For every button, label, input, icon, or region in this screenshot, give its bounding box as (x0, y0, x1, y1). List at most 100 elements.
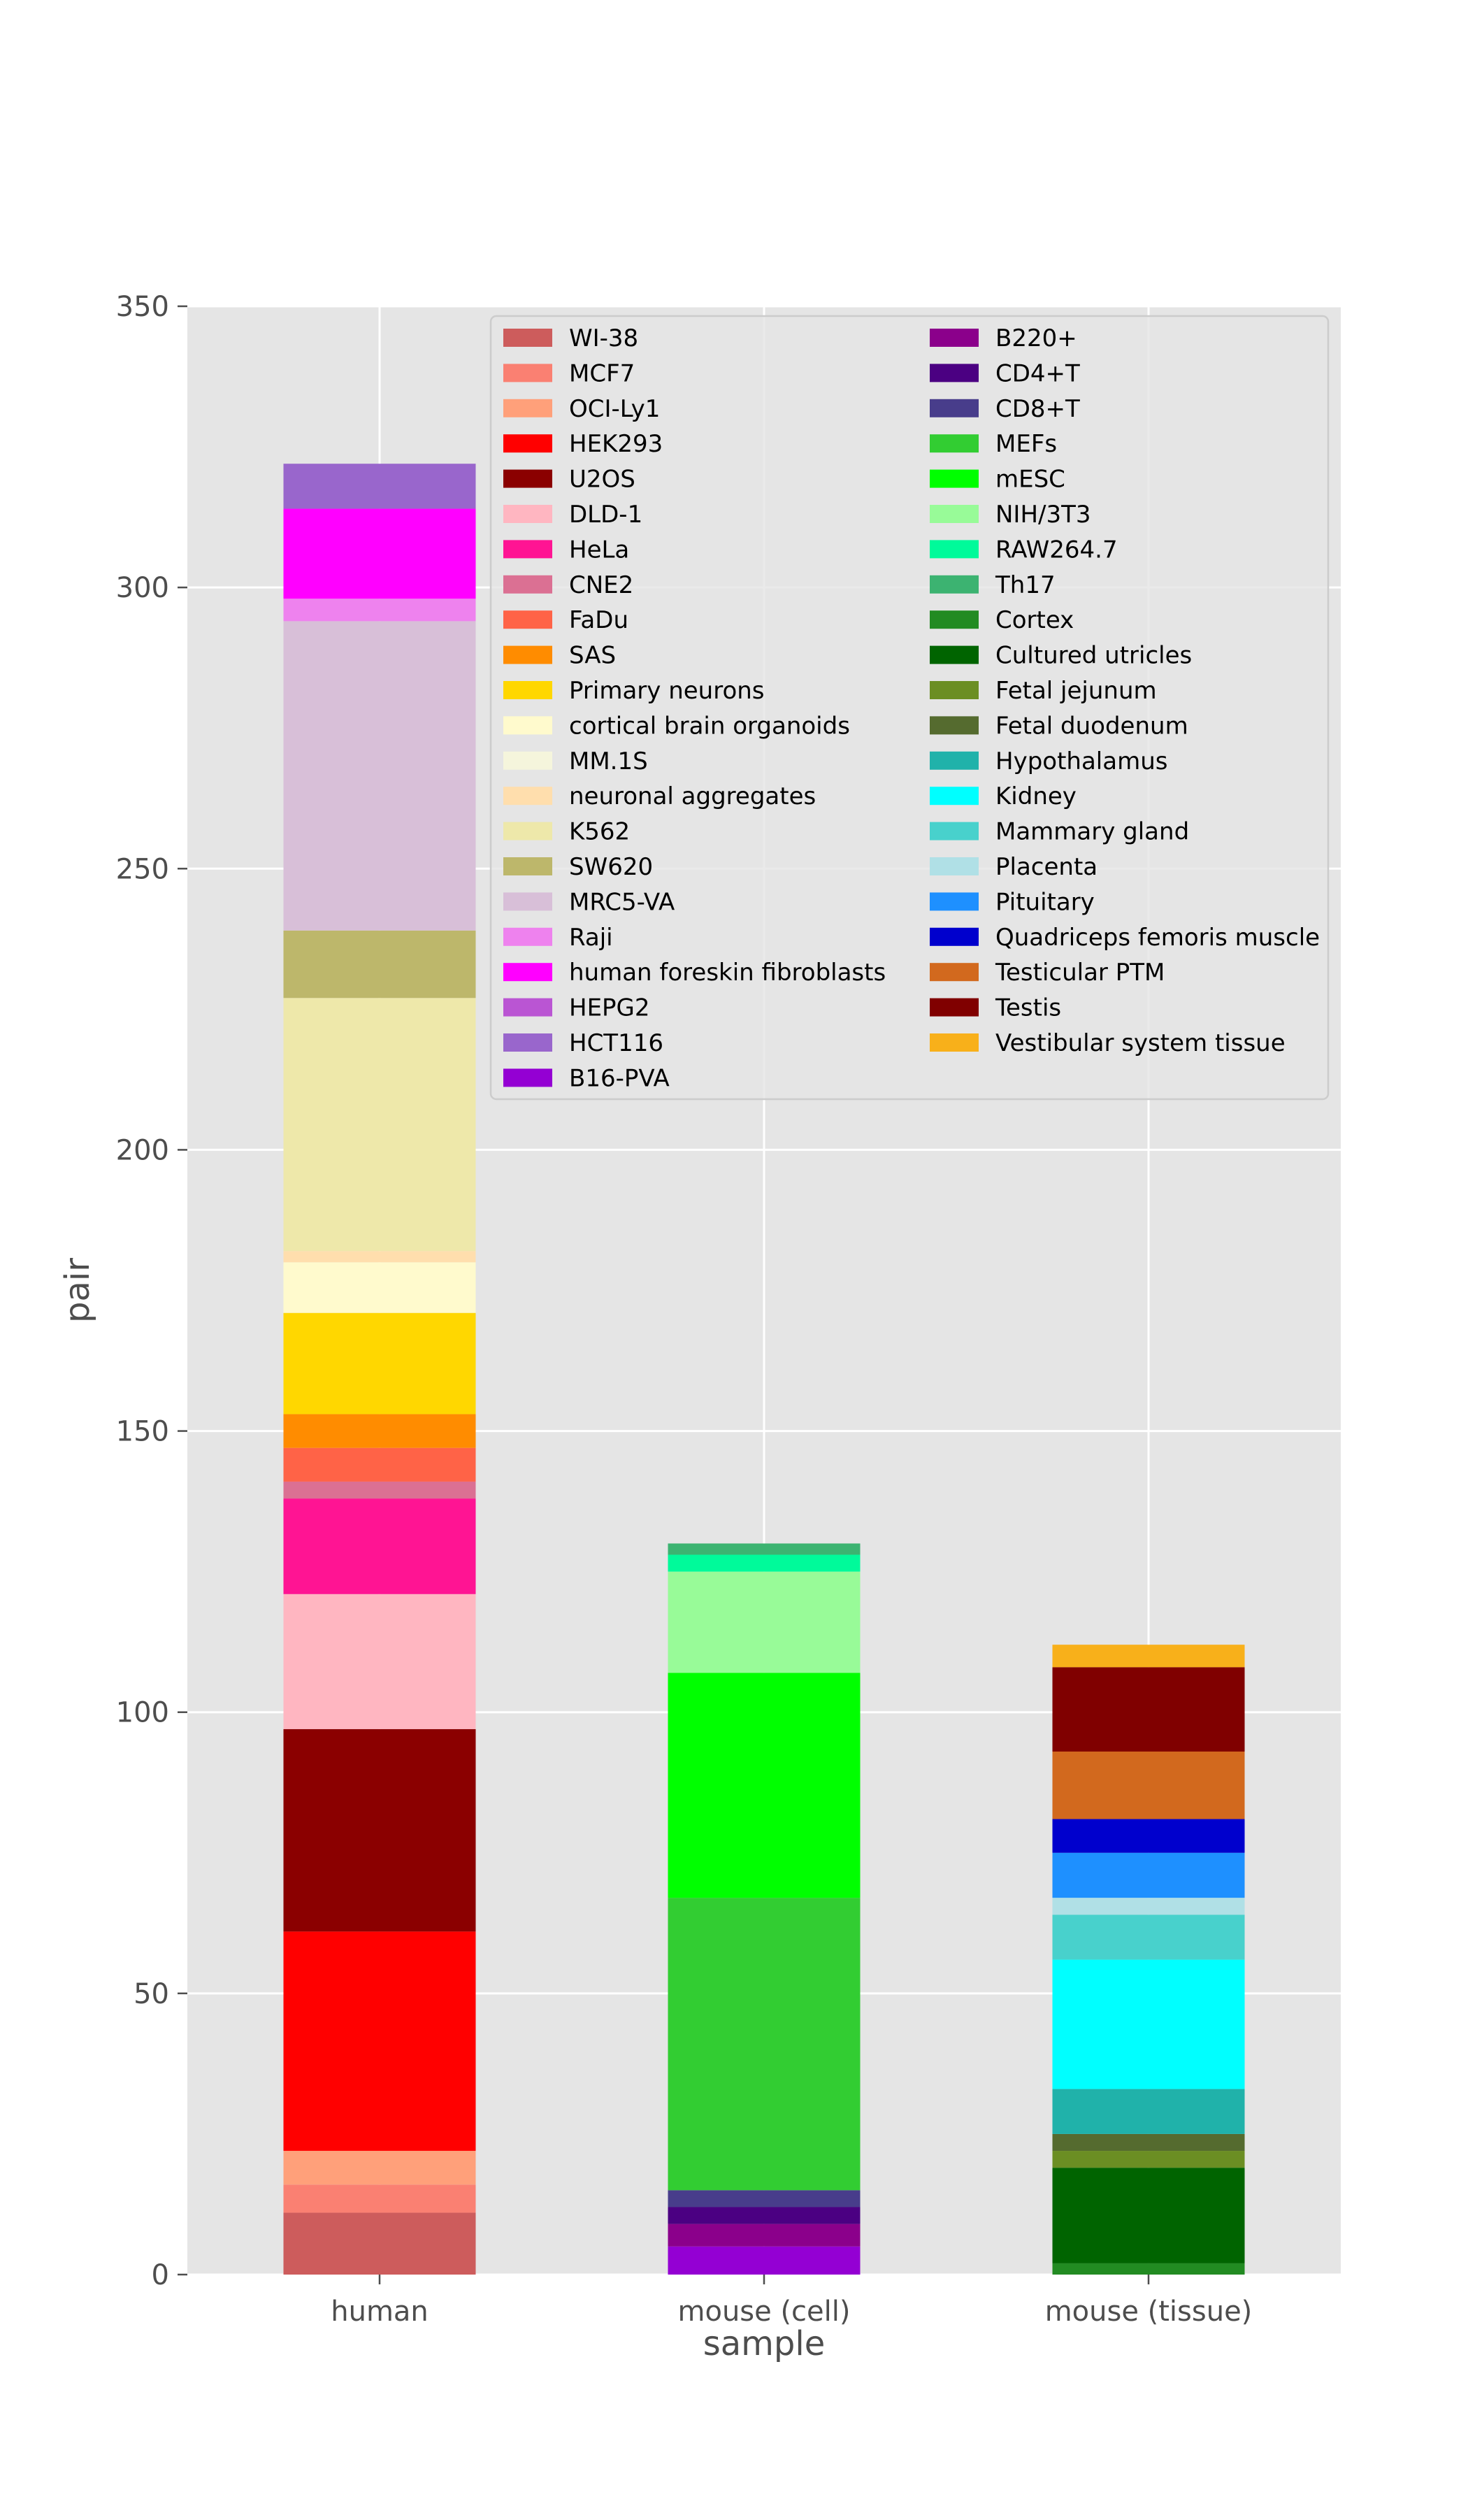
bar-segment-human-hela (283, 1498, 476, 1594)
legend-swatch-placenta (930, 857, 979, 875)
legend-swatch-cd8-t (930, 399, 979, 417)
bar-segment-human-fadu (283, 1447, 476, 1482)
legend-label-mcf7: MCF7 (569, 359, 635, 387)
bar-segment-mouse-tissue-fetal-jejunum (1052, 2151, 1245, 2168)
legend-label-neuronal-aggregates: neuronal aggregates (569, 782, 816, 810)
bar-segment-mouse-cell-raw264-7 (668, 1554, 861, 1572)
legend-label-mm-1s: MM.1S (569, 747, 648, 775)
legend-label-cd4-t: CD4+T (995, 359, 1080, 387)
x-tick-label: human (331, 2296, 429, 2328)
y-tick-label: 100 (116, 1697, 169, 1729)
legend-swatch-mammary-gland (930, 822, 979, 840)
legend-label-cultured-utricles: Cultured utricles (995, 642, 1192, 670)
legend-swatch-raw264-7 (930, 540, 979, 559)
bar-segment-human-mcf7 (283, 2184, 476, 2213)
legend-box (489, 315, 1330, 1101)
legend-label-testicular-ptm: Testicular PTM (995, 959, 1165, 987)
bar-segment-human-sw620 (283, 930, 476, 998)
bar-segment-mouse-tissue-testicular-ptm (1052, 1752, 1245, 1819)
legend-label-mammary-gland: Mammary gland (995, 818, 1189, 846)
bar-segment-human-cortical-brain-organoids (283, 1262, 476, 1313)
legend-swatch-neuronal-aggregates (503, 787, 552, 806)
legend-swatch-sas (503, 645, 552, 664)
legend-label-hct116: HCT116 (569, 1029, 663, 1057)
bar-segment-human-hek293 (283, 1931, 476, 2152)
legend-label-hela: HeLa (569, 536, 629, 564)
y-tick-label: 150 (116, 1416, 169, 1448)
legend-label-quadriceps-femoris-muscle: Quadriceps femoris muscle (995, 924, 1320, 952)
legend-label-placenta: Placenta (995, 853, 1098, 881)
legend-swatch-primary-neurons (503, 681, 552, 699)
bar-segment-mouse-tissue-mammary-gland (1052, 1914, 1245, 1960)
y-tick-label: 250 (116, 853, 169, 885)
legend-label-raw264-7: RAW264.7 (995, 536, 1118, 564)
legend-label-hypothalamus: Hypothalamus (995, 747, 1167, 775)
y-tick-label: 50 (134, 1978, 169, 2010)
legend-label-mrc5-va: MRC5-VA (569, 888, 675, 916)
legend-label-kidney: Kidney (995, 782, 1077, 810)
bar-segment-mouse-cell-cd8-t (668, 2190, 861, 2207)
bar-segment-human-wi-38 (283, 2212, 476, 2275)
legend-swatch-mcf7 (503, 364, 552, 382)
legend-swatch-fetal-duodenum (930, 716, 979, 735)
bar-segment-human-cne2 (283, 1481, 476, 1499)
legend-label-u2os: U2OS (569, 466, 635, 494)
legend-swatch-th17 (930, 575, 979, 594)
bar-segment-human-primary-neurons (283, 1312, 476, 1415)
bar-segment-mouse-tissue-cortex (1052, 2263, 1245, 2275)
legend-swatch-b220 (930, 329, 979, 347)
legend-swatch-nih-3t3 (930, 505, 979, 523)
y-tick-label: 0 (152, 2259, 169, 2291)
legend-swatch-testicular-ptm (930, 963, 979, 982)
legend-swatch-fadu (503, 610, 552, 629)
legend-label-k562: K562 (569, 818, 630, 846)
legend-swatch-vestibular-system-tissue (930, 1033, 979, 1052)
legend-label-cortex: Cortex (995, 606, 1074, 634)
bar-segment-human-mrc5-va (283, 621, 476, 931)
bar-segment-mouse-tissue-fetal-duodenum (1052, 2133, 1245, 2152)
legend-swatch-cultured-utricles (930, 645, 979, 664)
legend-swatch-dld-1 (503, 505, 552, 523)
bar-segment-mouse-tissue-hypothalamus (1052, 2089, 1245, 2134)
bar-segment-human-oci-ly1 (283, 2151, 476, 2185)
legend-label-mefs: MEFs (995, 430, 1057, 458)
legend-swatch-cne2 (503, 575, 552, 594)
legend-label-pituitary: Pituitary (995, 888, 1095, 916)
legend-label-fetal-duodenum: Fetal duodenum (995, 712, 1188, 740)
y-tick-label: 300 (116, 572, 169, 604)
legend-label-cne2: CNE2 (569, 571, 633, 599)
legend-label-testis: Testis (995, 994, 1061, 1022)
y-axis-label: pair (58, 1258, 97, 1323)
legend-label-sw620: SW620 (569, 853, 653, 881)
x-axis-label: sample (703, 2324, 826, 2363)
legend-swatch-k562 (503, 822, 552, 840)
legend-swatch-hela (503, 540, 552, 559)
legend-label-b16-pva: B16-PVA (569, 1064, 670, 1092)
legend-swatch-hct116 (503, 1033, 552, 1052)
legend-label-hepg2: HEPG2 (569, 994, 650, 1022)
legend-swatch-pituitary (930, 892, 979, 911)
legend-swatch-b16-pva (503, 1068, 552, 1087)
legend-swatch-hypothalamus (930, 751, 979, 770)
legend-label-hek293: HEK293 (569, 430, 663, 458)
bar-segment-human-u2os (283, 1728, 476, 1932)
legend-swatch-cortical-brain-organoids (503, 716, 552, 735)
legend-label-th17: Th17 (995, 571, 1056, 599)
legend-swatch-cd4-t (930, 364, 979, 382)
legend-label-human-foreskin-fibroblasts: human foreskin fibroblasts (569, 959, 886, 987)
bar-segment-human-raji (283, 599, 476, 622)
legend-label-b220: B220+ (995, 324, 1077, 352)
legend-swatch-kidney (930, 787, 979, 806)
legend-swatch-hepg2 (503, 998, 552, 1017)
bar-segment-mouse-cell-th17 (668, 1543, 861, 1555)
bar-segment-mouse-tissue-quadriceps-femoris-muscle (1052, 1819, 1245, 1853)
legend-label-wi-38: WI-38 (569, 324, 638, 352)
y-tick-label: 200 (116, 1134, 169, 1166)
bar-segment-human-neuronal-aggregates (283, 1251, 476, 1263)
legend-swatch-cortex (930, 610, 979, 629)
legend-label-fadu: FaDu (569, 606, 628, 634)
legend-label-sas: SAS (569, 642, 616, 670)
legend-swatch-sw620 (503, 857, 552, 875)
